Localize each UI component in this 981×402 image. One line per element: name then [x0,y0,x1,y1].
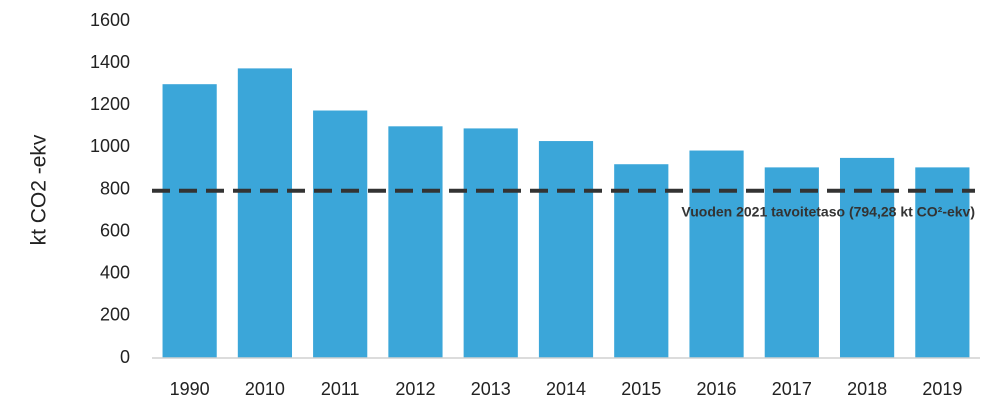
bar [764,167,819,358]
x-tick-label: 2016 [697,379,737,399]
x-tick-label: 2012 [395,379,435,399]
bar [839,157,895,358]
y-tick-label: 200 [100,305,130,325]
x-tick-label: 2017 [772,379,812,399]
bar [463,128,518,358]
bar [388,126,443,358]
y-tick-label: 800 [100,178,130,198]
y-tick-label: 600 [100,220,130,240]
bar [538,141,594,358]
x-tick-label: 2019 [922,379,962,399]
x-tick-label: 2010 [245,379,285,399]
bar [915,167,970,358]
x-tick-label: 2013 [471,379,511,399]
bar [237,68,293,358]
x-tick-label: 2014 [546,379,586,399]
bar [313,110,368,358]
y-tick-label: 1600 [90,10,130,30]
bar [689,150,744,358]
y-tick-label: 1200 [90,94,130,114]
reference-label: Vuoden 2021 tavoitetaso (794,28 kt CO²-e… [681,203,975,219]
x-tick-label: 2015 [621,379,661,399]
bar [162,84,217,358]
y-tick-label: 1400 [90,52,130,72]
y-tick-label: 400 [100,263,130,283]
y-axis-label: kt CO2 -ekv [28,134,51,245]
x-tick-label: 2011 [321,379,360,399]
bar [614,164,669,358]
y-tick-label: 1000 [90,136,130,156]
y-tick-label: 0 [120,347,130,367]
x-tick-label: 2018 [847,379,887,399]
x-tick-label: 1990 [170,379,210,399]
